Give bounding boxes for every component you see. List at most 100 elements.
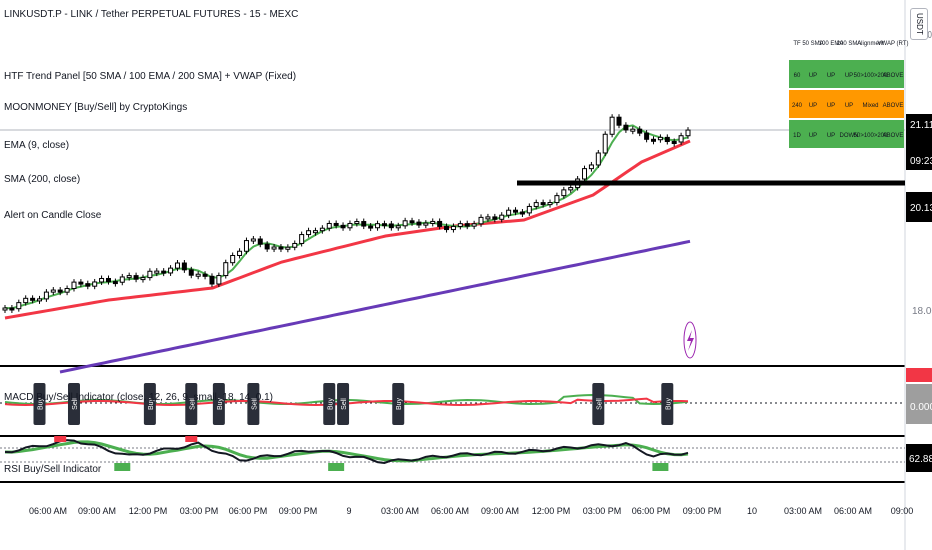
table-cell: UP bbox=[827, 73, 835, 79]
candle-body bbox=[181, 262, 187, 271]
macd-signal-label: Buy bbox=[392, 383, 405, 425]
time-tick-label: 9 bbox=[346, 506, 351, 516]
candle-body bbox=[492, 216, 498, 220]
table-cell: DOWN bbox=[840, 133, 859, 139]
candle-body bbox=[609, 116, 615, 135]
macd-signal-label-text: Buy bbox=[396, 397, 403, 410]
candle-body bbox=[678, 135, 684, 143]
macd-signal-label: Buy bbox=[143, 383, 156, 425]
candle-body bbox=[147, 270, 153, 279]
candle-body bbox=[333, 222, 339, 226]
table-cell: 1D bbox=[793, 133, 801, 139]
sma200-line-group bbox=[59, 239, 691, 374]
symbol-title[interactable]: LINKUSDT.P - LINK / Tether PERPETUAL FUT… bbox=[4, 9, 298, 20]
candle-body bbox=[105, 277, 111, 283]
rsi-value-badge: 62.88 bbox=[906, 444, 932, 472]
candle-body bbox=[457, 223, 463, 227]
table-cell: 240 bbox=[792, 103, 803, 109]
candle-body bbox=[657, 136, 663, 141]
candle-body bbox=[243, 240, 249, 252]
currency-button[interactable]: USDT bbox=[910, 8, 928, 40]
candle-body bbox=[319, 227, 325, 232]
macd-signal-label: Buy bbox=[323, 383, 336, 425]
table-header-cell: 200 SMA bbox=[837, 41, 862, 47]
candle-body bbox=[671, 141, 677, 145]
candle-body bbox=[99, 277, 105, 283]
table-cell: Mixed bbox=[862, 103, 878, 109]
macd-signal-label-text: Buy bbox=[217, 397, 224, 410]
candle-body bbox=[547, 202, 553, 206]
candle-body bbox=[188, 269, 194, 276]
alert-lightning-icon[interactable] bbox=[683, 321, 697, 359]
macd-signal-label-text: Buy bbox=[327, 397, 334, 410]
candle-body bbox=[602, 133, 608, 154]
macd-signal-label-box bbox=[337, 383, 350, 425]
candle-body bbox=[513, 209, 519, 213]
candle-body bbox=[250, 238, 256, 242]
candle-body bbox=[416, 221, 422, 226]
rsi-line bbox=[4, 439, 689, 465]
candle-body bbox=[57, 289, 63, 293]
candle-body bbox=[216, 275, 222, 285]
time-tick-label: 09:00 bbox=[891, 506, 914, 516]
time-tick-label: 03:00 AM bbox=[784, 506, 822, 516]
candle-body bbox=[685, 129, 691, 137]
indicator-moonmoney[interactable]: MOONMONEY [Buy/Sell] by CryptoKings bbox=[4, 102, 187, 113]
indicator-ema9[interactable]: EMA (9, close) bbox=[4, 140, 69, 151]
table-cell: ABOVE bbox=[883, 133, 904, 139]
candle-body bbox=[506, 209, 512, 216]
indicator-alert[interactable]: Alert on Candle Close bbox=[4, 210, 102, 221]
table-cell: UP bbox=[809, 133, 817, 139]
candle-body bbox=[409, 220, 415, 224]
candle-body bbox=[195, 273, 201, 277]
macd-signal-label-box bbox=[392, 383, 405, 425]
table-cell: 50>100>200 bbox=[854, 73, 888, 79]
candle-body bbox=[526, 205, 532, 214]
macd-signal-label-box bbox=[212, 383, 225, 425]
candle-body bbox=[36, 298, 42, 302]
candle-body bbox=[644, 132, 650, 140]
macd-signal-label: Sell bbox=[592, 383, 605, 425]
ema9-line bbox=[4, 124, 689, 310]
time-tick-label: 12:00 PM bbox=[532, 506, 571, 516]
candle-body bbox=[540, 202, 546, 206]
indicator-htf-trend[interactable]: HTF Trend Panel [50 SMA / 100 EMA / 200 … bbox=[4, 71, 296, 82]
candle-body bbox=[30, 297, 36, 301]
table-header-cell: VWAP (RT) bbox=[878, 41, 909, 47]
rsi-legend[interactable]: RSI Buy/Sell Indicator bbox=[4, 464, 102, 475]
candle-body bbox=[174, 262, 180, 269]
time-tick-label: 06:00 AM bbox=[834, 506, 872, 516]
macd-legend[interactable]: MACD Buy/Sell Indicator (close, 12, 26, … bbox=[4, 392, 273, 403]
time-tick-label: 09:00 PM bbox=[683, 506, 722, 516]
candle-body bbox=[285, 246, 291, 250]
candle-body bbox=[23, 297, 29, 304]
level-price-badge: 20.131 bbox=[906, 192, 932, 222]
candle-body bbox=[437, 220, 443, 227]
table-header-cell: TF bbox=[793, 41, 801, 47]
candle-body bbox=[119, 276, 125, 283]
candle-body bbox=[519, 211, 525, 215]
candle-body bbox=[637, 128, 643, 134]
candle-body bbox=[354, 221, 360, 225]
indicator-sma200[interactable]: SMA (200, close) bbox=[4, 174, 80, 185]
candle-body bbox=[464, 223, 470, 227]
candle-body bbox=[361, 221, 367, 227]
time-tick-label: 03:00 AM bbox=[381, 506, 419, 516]
candle-body bbox=[257, 238, 263, 245]
rsi-sell-marker bbox=[54, 436, 67, 442]
candle-body bbox=[2, 307, 8, 311]
candle-body bbox=[71, 281, 77, 289]
table-cell: UP bbox=[845, 103, 853, 109]
table-cell: 50>100>200 bbox=[854, 133, 888, 139]
macd-signal-label-text: Sell bbox=[341, 398, 348, 410]
macd-signal-label: Sell bbox=[185, 383, 198, 425]
candle-body bbox=[92, 281, 98, 287]
table-cell: UP bbox=[845, 73, 853, 79]
macd-signal-label: Buy bbox=[661, 383, 674, 425]
rsi-buy-marker bbox=[652, 463, 669, 471]
candle-body bbox=[43, 291, 49, 300]
time-axis[interactable]: 06:00 AM 09:00 AM 12:00 PM 03:00 PM 06:00 PM… bbox=[29, 506, 913, 516]
candle-body bbox=[375, 223, 381, 229]
